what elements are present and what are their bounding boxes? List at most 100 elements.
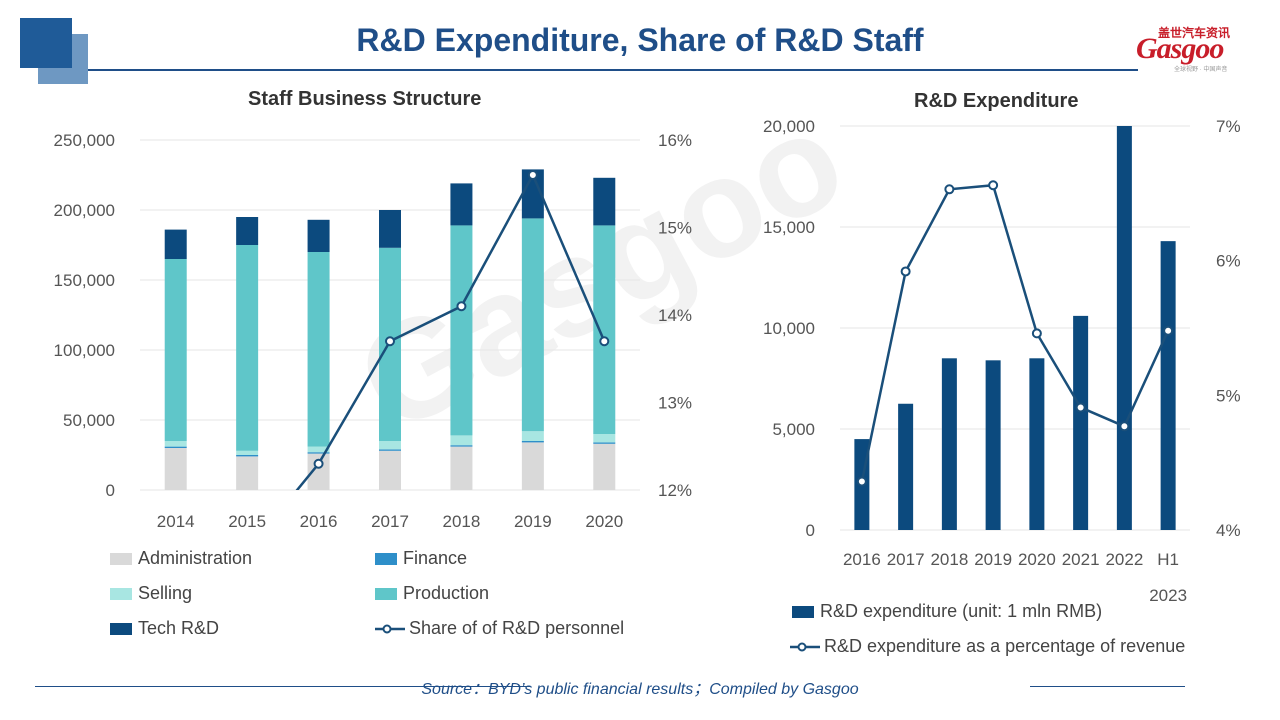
logo-wordmark: Gasgoo bbox=[1136, 32, 1224, 65]
bar-tech-r-d bbox=[236, 217, 259, 245]
y-tick-label: 0 bbox=[106, 481, 115, 500]
line-point bbox=[1119, 421, 1130, 432]
bar-tech-r-d bbox=[379, 210, 401, 248]
legend-label: R&D expenditure (unit: 1 mln RMB) bbox=[820, 601, 1103, 621]
y-tick-label: 250,000 bbox=[54, 131, 115, 150]
line-point bbox=[313, 458, 324, 469]
y2-tick-label: 15% bbox=[658, 219, 692, 238]
bar-finance bbox=[236, 455, 259, 457]
bar-rd-expenditure bbox=[898, 403, 914, 530]
y-tick-label: 200,000 bbox=[54, 201, 115, 220]
legend-label: Administration bbox=[138, 548, 253, 568]
y-tick-label: 5,000 bbox=[772, 420, 815, 439]
gasgoo-logo: 盖世汽车资讯 Gasgoo 全球视野 · 中国声音 bbox=[1128, 24, 1258, 73]
bar-finance bbox=[593, 442, 616, 444]
bar-finance bbox=[379, 449, 401, 451]
y-tick-label: 10,000 bbox=[763, 319, 815, 338]
y-tick-label: 150,000 bbox=[54, 271, 115, 290]
x-tick-label: 2020 bbox=[1018, 550, 1056, 569]
x-tick-label: 2022 bbox=[1105, 550, 1143, 569]
bar-selling bbox=[164, 441, 187, 447]
line-point bbox=[527, 170, 538, 180]
x-tick-label: 2018 bbox=[443, 512, 481, 531]
legend-swatch bbox=[375, 587, 397, 600]
bar-tech-r-d bbox=[521, 169, 544, 219]
legend-label: Share of of R&D personnel bbox=[409, 618, 625, 638]
legend-production: Production bbox=[375, 583, 489, 604]
bar-administration bbox=[450, 446, 473, 490]
staff-structure-chart: 0 50,000 100,000 150,000 200,000 250,000 12% 13… bbox=[54, 131, 692, 531]
legend-share-rd-personnel: Share of of R&D personnel bbox=[375, 618, 624, 639]
left-chart-title: Staff Business Structure bbox=[248, 88, 482, 110]
legend-swatch bbox=[110, 622, 132, 635]
bar-finance bbox=[450, 445, 473, 447]
bar-selling bbox=[307, 446, 330, 453]
y-tick-label: 50,000 bbox=[63, 411, 115, 430]
legend-rd-expenditure: R&D expenditure (unit: 1 mln RMB) bbox=[792, 601, 1102, 622]
x-tick-label: 2019 bbox=[974, 550, 1012, 569]
bar-rd-expenditure bbox=[1073, 315, 1089, 530]
legend-administration: Administration bbox=[110, 548, 252, 569]
line-point bbox=[1163, 325, 1174, 336]
y2-tick-label: 7% bbox=[1216, 117, 1241, 136]
x-tick-label: 2016 bbox=[843, 550, 881, 569]
legend-finance: Finance bbox=[375, 548, 467, 569]
bar-selling bbox=[450, 435, 473, 446]
x-tick-label: 2016 bbox=[300, 512, 338, 531]
right-chart-title: R&D Expenditure bbox=[914, 90, 1079, 112]
bar-administration bbox=[521, 442, 544, 490]
rd-percentage-line bbox=[860, 183, 1170, 482]
x-tick-label: H1 bbox=[1157, 550, 1179, 569]
x-tick-label: 2020 bbox=[585, 512, 623, 531]
line-point bbox=[1031, 328, 1042, 339]
y2-tick-label: 5% bbox=[1216, 386, 1241, 405]
y-tick-label: 0 bbox=[806, 521, 815, 540]
logo-tagline: 全球视野 · 中国声音 bbox=[1174, 67, 1228, 73]
bar-administration bbox=[307, 453, 330, 490]
line-point bbox=[1075, 402, 1086, 413]
bar-tech-r-d bbox=[593, 177, 616, 226]
bar-production bbox=[593, 225, 616, 434]
bar-administration bbox=[379, 450, 401, 490]
bar-rd-expenditure bbox=[941, 358, 957, 530]
x-tick-label: 2018 bbox=[930, 550, 968, 569]
bar-finance bbox=[307, 452, 330, 454]
legend-label: Production bbox=[403, 583, 490, 603]
x-tick-label: 2019 bbox=[514, 512, 552, 531]
bar-rd-expenditure bbox=[1160, 241, 1176, 530]
page-title: R&D Expenditure, Share of R&D Staff bbox=[356, 22, 924, 58]
legend-label: Tech R&D bbox=[138, 618, 220, 638]
legend-label: R&D expenditure as a percentage of reven… bbox=[824, 636, 1186, 656]
bar-rd-expenditure bbox=[1029, 358, 1045, 530]
legend-swatch bbox=[792, 605, 814, 618]
line-point bbox=[385, 336, 395, 347]
bar-finance bbox=[164, 446, 187, 448]
line-point bbox=[856, 476, 867, 487]
source-note: Source：BYD’s public financial results；Co… bbox=[421, 681, 859, 698]
legend-label: Finance bbox=[403, 548, 468, 568]
bar-production bbox=[521, 218, 544, 432]
y2-tick-label: 12% bbox=[658, 481, 692, 500]
legend-line-swatch bbox=[375, 624, 405, 633]
x-tick-label: 2021 bbox=[1062, 550, 1100, 569]
bar-finance bbox=[521, 441, 544, 443]
x-tick-label: 2015 bbox=[228, 512, 266, 531]
bar-production bbox=[307, 252, 330, 447]
y-tick-label: 20,000 bbox=[763, 117, 815, 136]
y-tick-label: 15,000 bbox=[763, 218, 815, 237]
line-point bbox=[599, 336, 610, 347]
footer-rule-left bbox=[35, 686, 530, 687]
bar-rd-expenditure bbox=[1116, 126, 1132, 530]
line-point bbox=[456, 301, 467, 312]
bar-administration bbox=[236, 456, 259, 490]
rd-expenditure-chart: 0 5,000 10,000 15,000 20,000 4% 5% 6% 7% 2016 2017… bbox=[763, 117, 1241, 605]
bar-production bbox=[164, 259, 187, 441]
footer-rule-right bbox=[1030, 686, 1185, 687]
y2-tick-label: 4% bbox=[1216, 521, 1241, 540]
bar-selling bbox=[379, 441, 401, 450]
x-tick-label: 2017 bbox=[887, 550, 925, 569]
legend-swatch bbox=[375, 552, 397, 565]
y2-tick-label: 6% bbox=[1216, 252, 1241, 271]
x-tick-label: 2014 bbox=[157, 512, 195, 531]
line-point bbox=[944, 184, 955, 195]
